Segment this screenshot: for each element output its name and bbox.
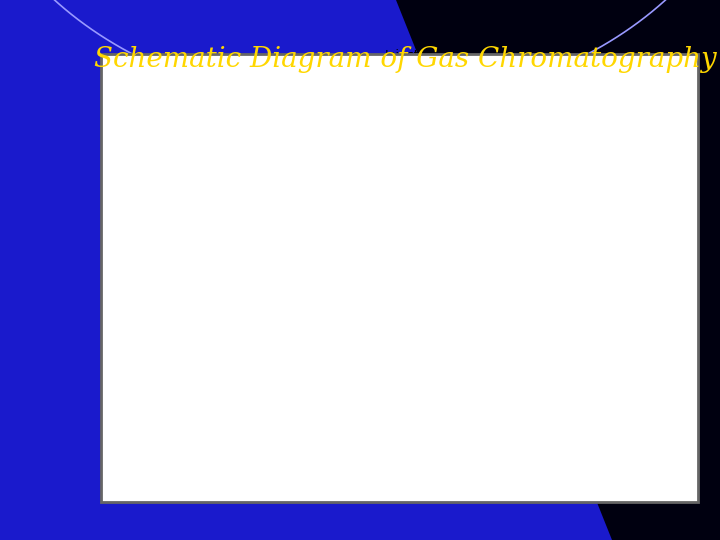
Text: Detector: Detector xyxy=(531,303,588,316)
Text: Carrier gas: Carrier gas xyxy=(148,489,221,502)
Ellipse shape xyxy=(376,195,483,339)
Polygon shape xyxy=(280,206,307,242)
Bar xyxy=(525,198,570,278)
Ellipse shape xyxy=(358,173,501,361)
Text: Recorder: Recorder xyxy=(600,258,660,271)
Text: Column oven: Column oven xyxy=(385,415,474,428)
Text: Flow
controller: Flow controller xyxy=(238,120,298,148)
Bar xyxy=(365,90,380,122)
Polygon shape xyxy=(253,206,280,242)
FancyBboxPatch shape xyxy=(159,252,210,461)
Text: Injector
port: Injector port xyxy=(385,49,432,77)
Bar xyxy=(359,74,386,92)
Ellipse shape xyxy=(173,213,197,227)
Text: Schematic Diagram of Gas Chromatography: Schematic Diagram of Gas Chromatography xyxy=(94,46,716,73)
Bar xyxy=(585,103,675,229)
Text: Column: Column xyxy=(404,260,455,273)
Ellipse shape xyxy=(394,218,465,316)
Bar xyxy=(177,229,192,260)
Ellipse shape xyxy=(268,168,292,182)
Bar xyxy=(579,99,680,233)
Bar xyxy=(340,122,519,457)
